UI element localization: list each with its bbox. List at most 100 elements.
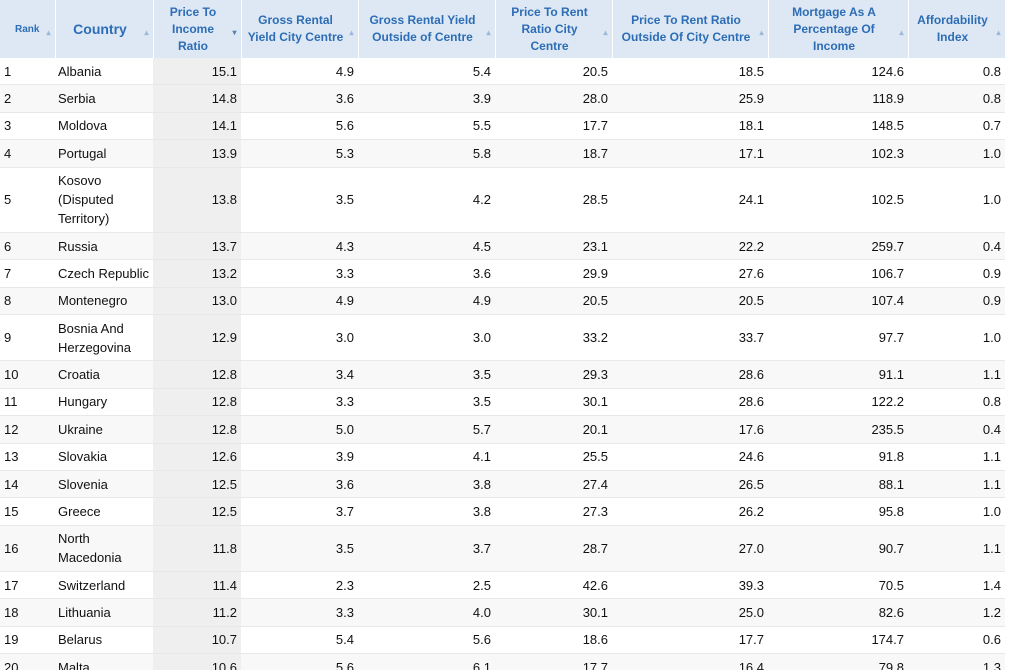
- value-cell: 3.3: [241, 388, 358, 417]
- column-header[interactable]: Price To Rent Ratio Outside Of City Cent…: [612, 0, 769, 58]
- value-cell: 1.0: [908, 497, 1005, 526]
- value-cell: 5.0: [241, 415, 358, 444]
- value-cell: 28.7: [495, 525, 612, 573]
- value-cell: 30.1: [495, 598, 612, 627]
- column-header[interactable]: Country: [55, 0, 154, 58]
- value-cell: 5.4: [358, 58, 495, 86]
- value-cell: 0.8: [908, 58, 1005, 86]
- value-cell: 12.6: [153, 443, 241, 471]
- value-cell: 0.6: [908, 626, 1005, 655]
- country-cell: Slovenia: [55, 470, 153, 499]
- value-cell: 14.1: [153, 112, 241, 141]
- value-cell: 5.5: [358, 112, 495, 141]
- value-cell: 4.2: [358, 167, 495, 233]
- value-cell: 82.6: [768, 598, 908, 627]
- value-cell: 29.9: [495, 259, 612, 288]
- rank-cell: 2: [0, 84, 55, 113]
- column-header[interactable]: Rank: [0, 0, 56, 58]
- value-cell: 3.5: [358, 360, 495, 389]
- value-cell: 4.1: [358, 443, 495, 471]
- country-cell: Kosovo (Disputed Territory): [55, 167, 153, 233]
- value-cell: 17.7: [495, 653, 612, 670]
- value-cell: 28.5: [495, 167, 612, 233]
- value-cell: 235.5: [768, 415, 908, 444]
- value-cell: 2.3: [241, 571, 358, 600]
- value-cell: 3.7: [358, 525, 495, 573]
- country-cell: Greece: [55, 497, 153, 526]
- table-row: 13 Slovakia 12.6 3.9 4.1 25.5 24.6 91.8 1.1: [0, 443, 1005, 471]
- rank-cell: 20: [0, 653, 55, 670]
- value-cell: 18.1: [612, 112, 768, 141]
- table-body: 1 Albania 15.1 4.9 5.4 20.5 18.5 124.6 0.8 2 Serbi…: [0, 58, 1005, 670]
- value-cell: 24.1: [612, 167, 768, 233]
- value-cell: 88.1: [768, 470, 908, 499]
- value-cell: 4.9: [358, 287, 495, 316]
- country-cell: Portugal: [55, 139, 153, 168]
- value-cell: 0.7: [908, 112, 1005, 141]
- value-cell: 16.4: [612, 653, 768, 670]
- table-row: 9 Bosnia And Herzegovina 12.9 3.0 3.0 33.2 33.…: [0, 314, 1005, 362]
- rank-cell: 9: [0, 314, 55, 362]
- value-cell: 90.7: [768, 525, 908, 573]
- country-cell: Croatia: [55, 360, 153, 389]
- rank-cell: 12: [0, 415, 55, 444]
- column-header[interactable]: Mortgage As A Percentage Of Income: [768, 0, 909, 58]
- value-cell: 70.5: [768, 571, 908, 600]
- value-cell: 13.0: [153, 287, 241, 316]
- value-cell: 0.4: [908, 232, 1005, 261]
- value-cell: 10.6: [153, 653, 241, 670]
- table-row: 15 Greece 12.5 3.7 3.8 27.3 26.2 95.8 1.0: [0, 497, 1005, 526]
- column-header[interactable]: Affordability Index: [908, 0, 1006, 58]
- value-cell: 39.3: [612, 571, 768, 600]
- value-cell: 27.0: [612, 525, 768, 573]
- value-cell: 11.2: [153, 598, 241, 627]
- value-cell: 6.1: [358, 653, 495, 670]
- value-cell: 3.9: [241, 443, 358, 471]
- value-cell: 3.9: [358, 84, 495, 113]
- value-cell: 24.6: [612, 443, 768, 471]
- rank-cell: 19: [0, 626, 55, 655]
- value-cell: 107.4: [768, 287, 908, 316]
- value-cell: 4.0: [358, 598, 495, 627]
- value-cell: 3.6: [358, 259, 495, 288]
- table-row: 11 Hungary 12.8 3.3 3.5 30.1 28.6 122.2 0.8: [0, 388, 1005, 417]
- value-cell: 4.3: [241, 232, 358, 261]
- value-cell: 1.3: [908, 653, 1005, 670]
- table-row: 7 Czech Republic 13.2 3.3 3.6 29.9 27.6 106.7 0.…: [0, 259, 1005, 288]
- column-header[interactable]: Price To Rent Ratio City Centre: [495, 0, 613, 58]
- value-cell: 1.1: [908, 470, 1005, 499]
- value-cell: 1.1: [908, 525, 1005, 573]
- value-cell: 12.8: [153, 415, 241, 444]
- country-cell: Malta: [55, 653, 153, 670]
- table-row: 19 Belarus 10.7 5.4 5.6 18.6 17.7 174.7 0.6: [0, 626, 1005, 655]
- table-row: 17 Switzerland 11.4 2.3 2.5 42.6 39.3 70.5 1.4: [0, 571, 1005, 600]
- value-cell: 17.1: [612, 139, 768, 168]
- value-cell: 5.8: [358, 139, 495, 168]
- value-cell: 102.5: [768, 167, 908, 233]
- value-cell: 0.8: [908, 388, 1005, 417]
- column-header[interactable]: Gross Rental Yield City Centre: [241, 0, 359, 58]
- country-cell: Serbia: [55, 84, 153, 113]
- rank-cell: 10: [0, 360, 55, 389]
- value-cell: 11.4: [153, 571, 241, 600]
- value-cell: 13.2: [153, 259, 241, 288]
- value-cell: 124.6: [768, 58, 908, 86]
- value-cell: 18.7: [495, 139, 612, 168]
- value-cell: 2.5: [358, 571, 495, 600]
- value-cell: 22.2: [612, 232, 768, 261]
- table-row: 4 Portugal 13.9 5.3 5.8 18.7 17.1 102.3 1.0: [0, 139, 1005, 168]
- value-cell: 1.4: [908, 571, 1005, 600]
- value-cell: 1.1: [908, 443, 1005, 471]
- country-cell: North Macedonia: [55, 525, 153, 573]
- value-cell: 3.6: [241, 470, 358, 499]
- rank-cell: 17: [0, 571, 55, 600]
- value-cell: 13.8: [153, 167, 241, 233]
- value-cell: 91.1: [768, 360, 908, 389]
- column-header[interactable]: Price To Income Ratio: [153, 0, 242, 58]
- value-cell: 27.3: [495, 497, 612, 526]
- rank-cell: 13: [0, 443, 55, 471]
- column-header[interactable]: Gross Rental Yield Outside of Centre: [358, 0, 496, 58]
- value-cell: 17.7: [495, 112, 612, 141]
- value-cell: 3.4: [241, 360, 358, 389]
- value-cell: 25.5: [495, 443, 612, 471]
